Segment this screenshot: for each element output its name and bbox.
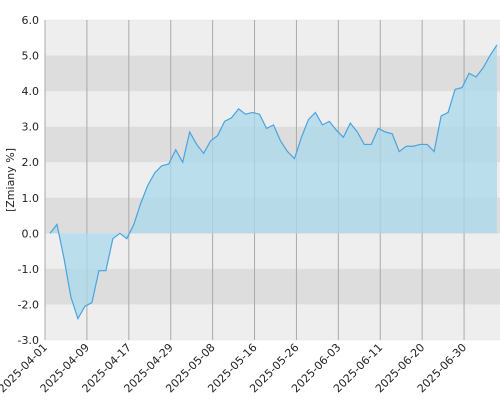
- grid-band: [45, 233, 500, 269]
- grid-band: [45, 91, 500, 127]
- grid-band: [45, 268, 500, 305]
- y-tick-label: 5.0: [22, 50, 40, 63]
- y-tick-label: 4.0: [22, 85, 40, 98]
- y-tick-label: -2.0: [18, 298, 39, 311]
- grid-band: [45, 20, 500, 56]
- area: [50, 44, 497, 319]
- grid-band: [45, 304, 500, 340]
- y-tick-label: 1.0: [22, 192, 40, 205]
- y-tick-label: -1.0: [18, 263, 39, 276]
- line: [49, 44, 498, 321]
- grid-band: [45, 55, 500, 92]
- y-tick-label: 2.0: [22, 156, 40, 169]
- y-tick-label: 3.0: [22, 121, 40, 134]
- y-axis-label: [Zmiany %]: [4, 148, 17, 212]
- y-tick-label: 6.0: [22, 14, 40, 27]
- y-tick-label: 0.0: [22, 227, 40, 240]
- y-tick-label: -3.0: [18, 334, 39, 347]
